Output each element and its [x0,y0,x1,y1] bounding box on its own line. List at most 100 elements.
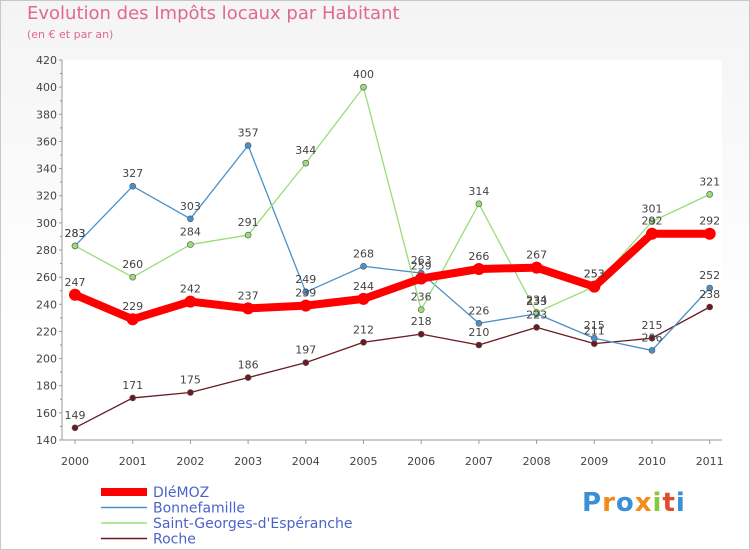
x-tick-label: 2011 [696,455,724,468]
data-point [129,394,136,402]
data-point [244,231,252,239]
logo-letter: o [615,488,635,518]
data-point [646,227,658,240]
data-point [415,272,428,285]
y-tick-label: 260 [36,271,57,284]
data-point [69,288,81,301]
x-tick-label: 2010 [638,455,666,468]
legend-label: Saint-Georges-d'Espéranche [153,516,352,532]
data-point [703,227,716,240]
data-label: 268 [353,247,374,260]
logo-letter: i [652,488,663,518]
data-point [590,334,598,342]
y-tick-label: 380 [36,108,57,121]
data-point [357,292,370,305]
y-tick-label: 220 [36,325,57,338]
data-point [588,280,601,293]
data-label: 284 [180,226,201,239]
data-label: 244 [353,280,374,293]
data-label: 223 [526,308,547,321]
data-point [706,303,714,311]
data-label: 233 [526,295,547,308]
data-point [71,424,79,432]
data-label: 236 [411,291,432,304]
data-label: 292 [699,215,720,228]
series-line-3 [74,306,711,429]
data-label: 292 [642,215,663,228]
proxiti-logo: Proxiti [582,488,686,518]
series-line-1 [74,144,711,352]
y-tick-label: 140 [36,434,57,447]
data-label: 237 [238,289,259,302]
data-point [187,215,194,223]
data-label: 171 [122,379,143,392]
data-label: 215 [584,319,605,332]
data-point [71,242,79,250]
logo-letter: t [662,488,676,518]
data-label: 344 [295,144,316,157]
y-tick-label: 320 [36,190,57,203]
data-point [475,341,483,349]
data-label: 266 [468,250,489,263]
data-point [244,142,252,149]
x-tick-label: 2000 [61,455,89,468]
data-label: 321 [699,175,720,188]
data-label: 242 [180,283,201,296]
y-tick-label: 200 [36,353,57,366]
series-line-0 [71,229,714,324]
data-label: 210 [468,326,489,339]
data-point [302,159,310,167]
x-tick-label: 2008 [523,455,551,468]
data-point [472,263,485,275]
data-point [533,324,540,331]
data-point [187,389,194,396]
data-label: 239 [295,287,316,300]
data-label: 197 [295,344,316,357]
chart-title: Evolution des Impôts locaux par Habitant [27,3,400,24]
data-label: 259 [411,260,432,273]
data-point [648,334,656,342]
data-label: 263 [411,254,432,267]
data-label: 357 [238,127,259,140]
data-label: 291 [238,216,259,229]
data-point [126,313,139,326]
data-label: 400 [353,68,374,81]
x-tick-label: 2005 [350,455,378,468]
y-tick-label: 240 [36,298,57,311]
data-label: 283 [65,227,86,240]
legend-label: DIéMOZ [153,485,209,501]
data-label: 211 [584,325,605,338]
data-label: 301 [642,203,663,216]
x-tick-label: 2009 [580,455,608,468]
y-tick-label: 340 [36,163,57,176]
plot-area [62,60,722,440]
data-label: 260 [122,258,143,271]
data-point [129,273,136,281]
x-tick-label: 2003 [234,455,262,468]
legend-label: Bonnefamille [153,501,245,517]
data-point [184,295,197,308]
data-label: 215 [642,319,663,332]
data-point [706,191,714,198]
data-label: 249 [295,273,316,286]
logo-letter: r [602,488,616,518]
data-label: 267 [526,249,547,262]
data-point [187,241,194,248]
y-tick-label: 300 [36,217,57,230]
data-point [706,284,714,292]
y-tick-label: 160 [36,407,57,420]
data-point [360,83,367,91]
y-tick-label: 180 [36,380,57,393]
y-tick-label: 420 [36,54,57,67]
data-point [648,218,656,225]
data-label: 226 [468,304,489,317]
data-point [417,330,425,338]
data-point [242,302,255,315]
chart-subtitle: (en € et par an) [27,28,114,41]
data-point [302,359,310,366]
data-label: 149 [65,409,86,422]
data-label: 238 [699,288,720,301]
data-label: 253 [584,268,605,281]
data-label: 218 [411,315,432,328]
data-point [648,347,656,354]
